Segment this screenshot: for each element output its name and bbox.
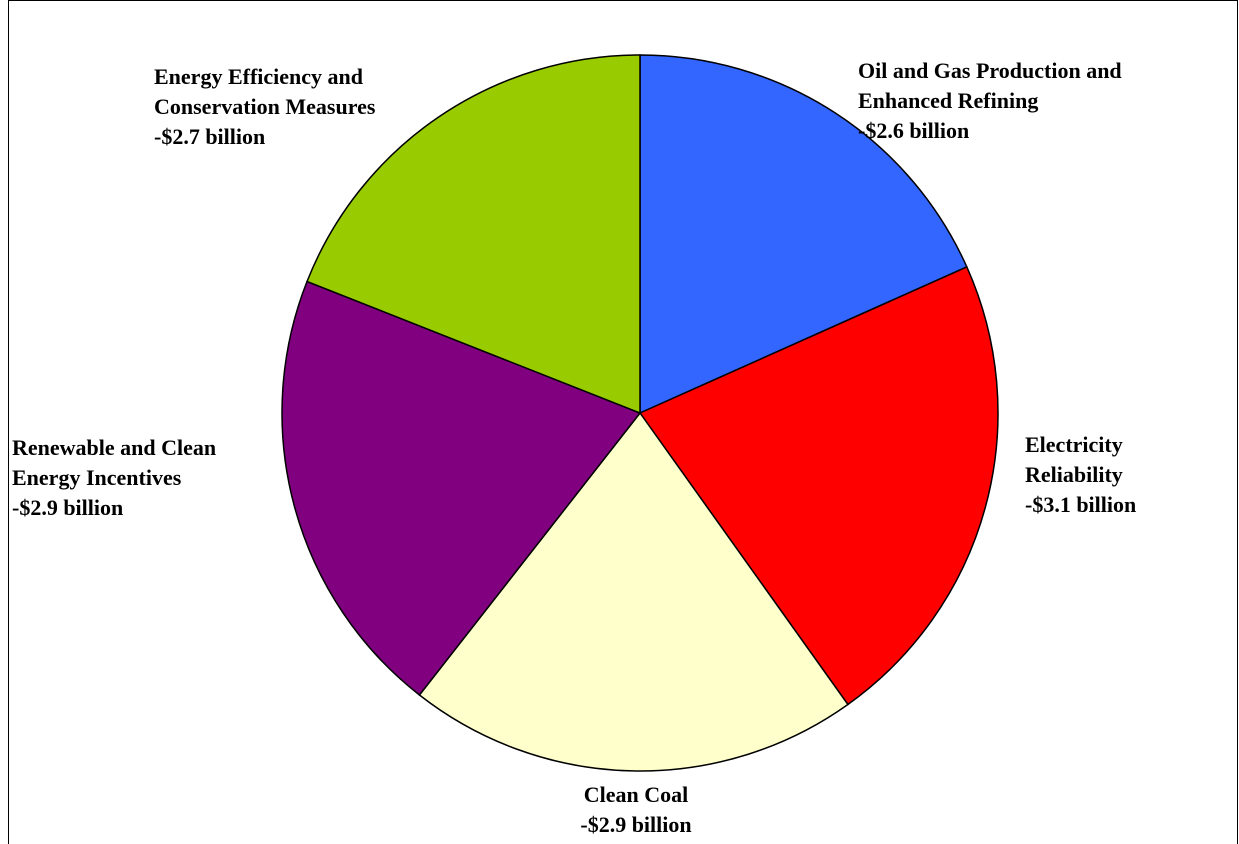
slice-label-0: Oil and Gas Production and Enhanced Refin… <box>858 58 1122 143</box>
slice-label-0-line-1: Enhanced Refining <box>858 88 1038 113</box>
slice-label-0-line-2: -$2.6 billion <box>858 118 969 143</box>
slice-label-1: Electricity Reliability -$3.1 billion <box>1025 432 1136 517</box>
pie-slice-3 <box>281 280 642 697</box>
slice-label-1-line-2: -$3.1 billion <box>1025 492 1136 517</box>
slice-label-3: Renewable and Clean Energy Incentives -$2.… <box>12 435 216 520</box>
slice-label-3-line-0: Renewable and Clean <box>12 435 216 460</box>
pie-slice-2 <box>418 411 849 772</box>
slice-label-0-line-0: Oil and Gas Production and <box>858 58 1122 83</box>
slice-label-2-line-1: -$2.9 billion <box>580 812 691 837</box>
slice-label-4-line-2: -$2.7 billion <box>154 124 265 149</box>
pie-slice-1 <box>638 265 999 706</box>
slice-label-2: Clean Coal -$2.9 billion <box>580 782 691 837</box>
slice-label-4: Energy Efficiency and Conservation Measur… <box>154 64 376 149</box>
slice-label-3-line-2: -$2.9 billion <box>12 495 123 520</box>
pie-slice-0 <box>639 54 968 415</box>
slice-label-1-line-1: Reliability <box>1025 462 1123 487</box>
slice-label-3-line-1: Energy Incentives <box>12 465 182 490</box>
slice-label-1-line-0: Electricity <box>1025 432 1123 457</box>
slice-label-4-line-1: Conservation Measures <box>154 94 376 119</box>
slice-label-4-line-0: Energy Efficiency and <box>154 64 363 89</box>
slice-label-2-line-0: Clean Coal <box>584 782 689 807</box>
pie-slice-4 <box>306 54 641 415</box>
chart-frame <box>8 0 1238 844</box>
